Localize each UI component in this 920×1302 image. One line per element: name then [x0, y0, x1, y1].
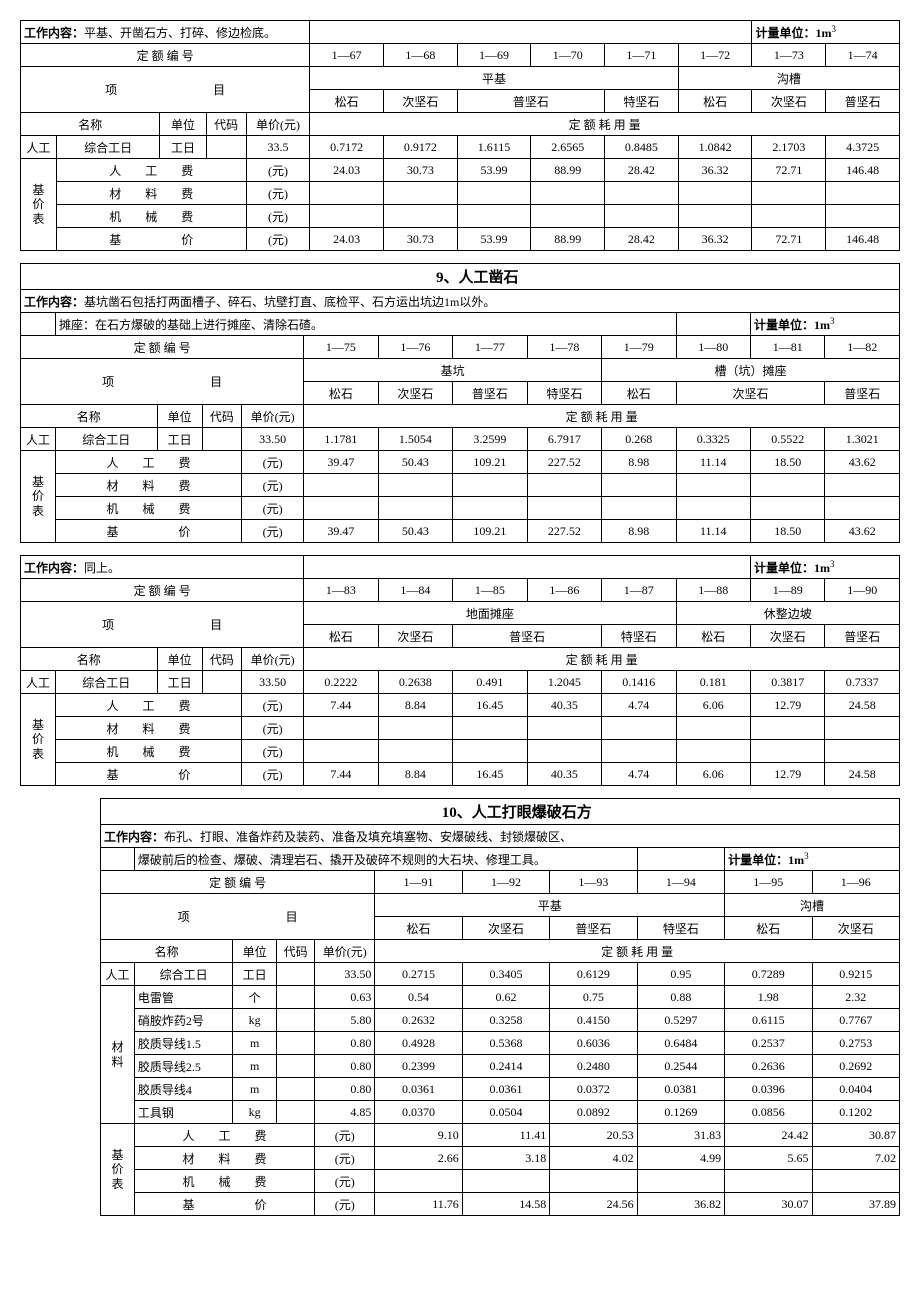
base-price-label: 基价表: [21, 159, 57, 251]
quota-table-2: 9、人工凿石 工作内容：基坑凿石包括打两面槽子、碎石、坑壁打直、底检平、石方运出…: [20, 263, 900, 543]
quota-table-3: 工作内容：同上。 计量单位：1m3 定 额 编 号 1—831—841—851—…: [20, 555, 900, 786]
quota-table-4: 10、人工打眼爆破石方 工作内容：布孔、打眼、准备炸药及装药、准备及填充填塞物、…: [100, 798, 900, 1216]
item-label: 项 目: [21, 67, 310, 113]
quota-table-1: 工作内容：平基、开凿石方、打碎、修边检底。 计量单位：1m3 定 额 编 号 1…: [20, 20, 900, 251]
material-label: 材料: [101, 986, 135, 1124]
work-content: 工作内容：平基、开凿石方、打碎、修边检底。: [21, 21, 310, 44]
work-content: 工作内容：基坑凿石包括打两面槽子、碎石、坑壁打直、底检平、石方运出坑边1m以外。: [21, 290, 900, 313]
section-title: 9、人工凿石: [55, 264, 899, 290]
unit: 计量单位：1m3: [752, 21, 900, 44]
quota-no-label: 定 额 编 号: [21, 44, 310, 67]
section-title: 10、人工打眼爆破石方: [134, 799, 899, 825]
